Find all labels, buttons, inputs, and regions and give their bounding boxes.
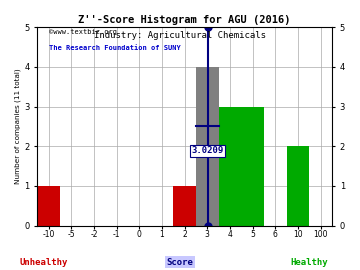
Text: Industry: Agricultural Chemicals: Industry: Agricultural Chemicals [94,31,266,40]
Text: Unhealthy: Unhealthy [19,258,67,266]
Y-axis label: Number of companies (11 total): Number of companies (11 total) [15,69,22,184]
Text: 3.0209: 3.0209 [192,146,224,155]
Title: Z''-Score Histogram for AGU (2016): Z''-Score Histogram for AGU (2016) [78,15,291,25]
Bar [287,146,309,226]
Bar [196,67,219,226]
Bar [173,186,196,226]
Text: Score: Score [167,258,193,266]
Text: Healthy: Healthy [291,258,328,266]
Bar [219,107,264,226]
Bar [37,186,60,226]
Text: ©www.textbiz.org: ©www.textbiz.org [49,29,117,35]
Text: The Research Foundation of SUNY: The Research Foundation of SUNY [49,45,180,51]
